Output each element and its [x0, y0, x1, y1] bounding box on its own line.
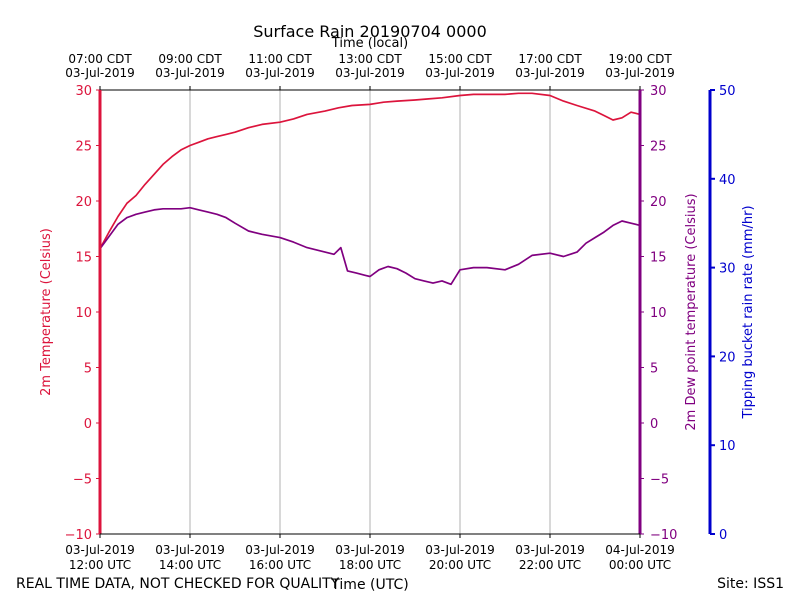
local-tick-time: 17:00 CDT [518, 52, 582, 66]
utc-tick-time: 20:00 UTC [429, 558, 491, 572]
dewpoint-tick-label: 5 [650, 362, 658, 377]
dewpoint-tick-label: 25 [650, 140, 667, 155]
temperature-tick-label: 25 [75, 140, 92, 155]
utc-tick-date: 03-Jul-2019 [425, 543, 495, 557]
rain-tick-label: 0 [719, 528, 727, 543]
footer-site: Site: ISS1 [717, 576, 784, 592]
dewpoint-tick-label: 20 [650, 195, 667, 210]
dewpoint-tick-label: 15 [650, 251, 667, 266]
series-layer [99, 92, 641, 286]
dewpoint-tick-label: −10 [650, 528, 677, 543]
dewpoint-tick-label: 10 [650, 306, 667, 321]
utc-tick-date: 03-Jul-2019 [335, 543, 405, 557]
temperature-tick-label: 10 [75, 306, 92, 321]
rain-tick-label: 30 [719, 262, 736, 277]
utc-tick-time: 00:00 UTC [609, 558, 671, 572]
temperature-tick-label: 5 [84, 362, 92, 377]
dewpoint-tick-label: 30 [650, 84, 667, 99]
local-tick-date: 03-Jul-2019 [335, 66, 405, 80]
local-tick-date: 03-Jul-2019 [65, 66, 135, 80]
rain-tick-label: 10 [719, 439, 736, 454]
rain-tick-label: 20 [719, 350, 736, 365]
top-axis-label: Time (local) [331, 36, 408, 51]
utc-tick-date: 04-Jul-2019 [605, 543, 675, 557]
utc-tick-date: 03-Jul-2019 [65, 543, 135, 557]
chart-title: Surface Rain 20190704 0000 [253, 22, 487, 41]
local-tick-time: 19:00 CDT [608, 52, 672, 66]
rain-axis-label: Tipping bucket rain rate (mm/hr) [741, 205, 756, 419]
utc-tick-time: 16:00 UTC [249, 558, 311, 572]
rain-tick-label: 50 [719, 84, 736, 99]
dewpoint-tick-label: −5 [650, 473, 669, 488]
temperature-tick-label: 0 [84, 417, 92, 432]
temperature-tick-label: 30 [75, 84, 92, 99]
dewpoint-axis-ticks: −10 −5 0 5 10 15 20 25 30 [640, 84, 677, 543]
local-tick-time: 07:00 CDT [68, 52, 132, 66]
utc-tick-time: 12:00 UTC [69, 558, 131, 572]
temperature-tick-label: 15 [75, 251, 92, 266]
temperature-tick-label: 20 [75, 195, 92, 210]
local-tick-time: 13:00 CDT [338, 52, 402, 66]
utc-tick-time: 18:00 UTC [339, 558, 401, 572]
local-tick-date: 03-Jul-2019 [245, 66, 315, 80]
temperature-tick-label: −5 [73, 473, 92, 488]
temperature-axis-ticks: −10 −5 0 5 10 15 20 25 30 [65, 84, 100, 543]
temperature-axis-label: 2m Temperature (Celsius) [39, 228, 54, 396]
temperature-line [99, 92, 641, 250]
footer-data-warning: REAL TIME DATA, NOT CHECKED FOR QUALITY [16, 576, 340, 592]
local-tick-date: 03-Jul-2019 [605, 66, 675, 80]
local-tick-date: 03-Jul-2019 [425, 66, 495, 80]
local-tick-date: 03-Jul-2019 [515, 66, 585, 80]
dewpoint-axis-label: 2m Dew point temperature (Celsius) [684, 193, 699, 430]
utc-tick-time: 14:00 UTC [159, 558, 221, 572]
utc-tick-date: 03-Jul-2019 [515, 543, 585, 557]
utc-tick-time: 22:00 UTC [519, 558, 581, 572]
local-tick-time: 15:00 CDT [428, 52, 492, 66]
local-tick-date: 03-Jul-2019 [155, 66, 225, 80]
local-tick-time: 11:00 CDT [248, 52, 312, 66]
gridlines [189, 90, 551, 534]
temperature-tick-label: −10 [65, 528, 92, 543]
rain-axis-ticks: 0 10 20 30 40 50 [710, 84, 736, 543]
rain-tick-label: 40 [719, 173, 736, 188]
local-tick-time: 09:00 CDT [158, 52, 222, 66]
x-axis-label: Time (UTC) [330, 577, 408, 593]
dewpoint-line [99, 206, 641, 286]
utc-tick-date: 03-Jul-2019 [245, 543, 315, 557]
dewpoint-tick-label: 0 [650, 417, 658, 432]
utc-tick-date: 03-Jul-2019 [155, 543, 225, 557]
